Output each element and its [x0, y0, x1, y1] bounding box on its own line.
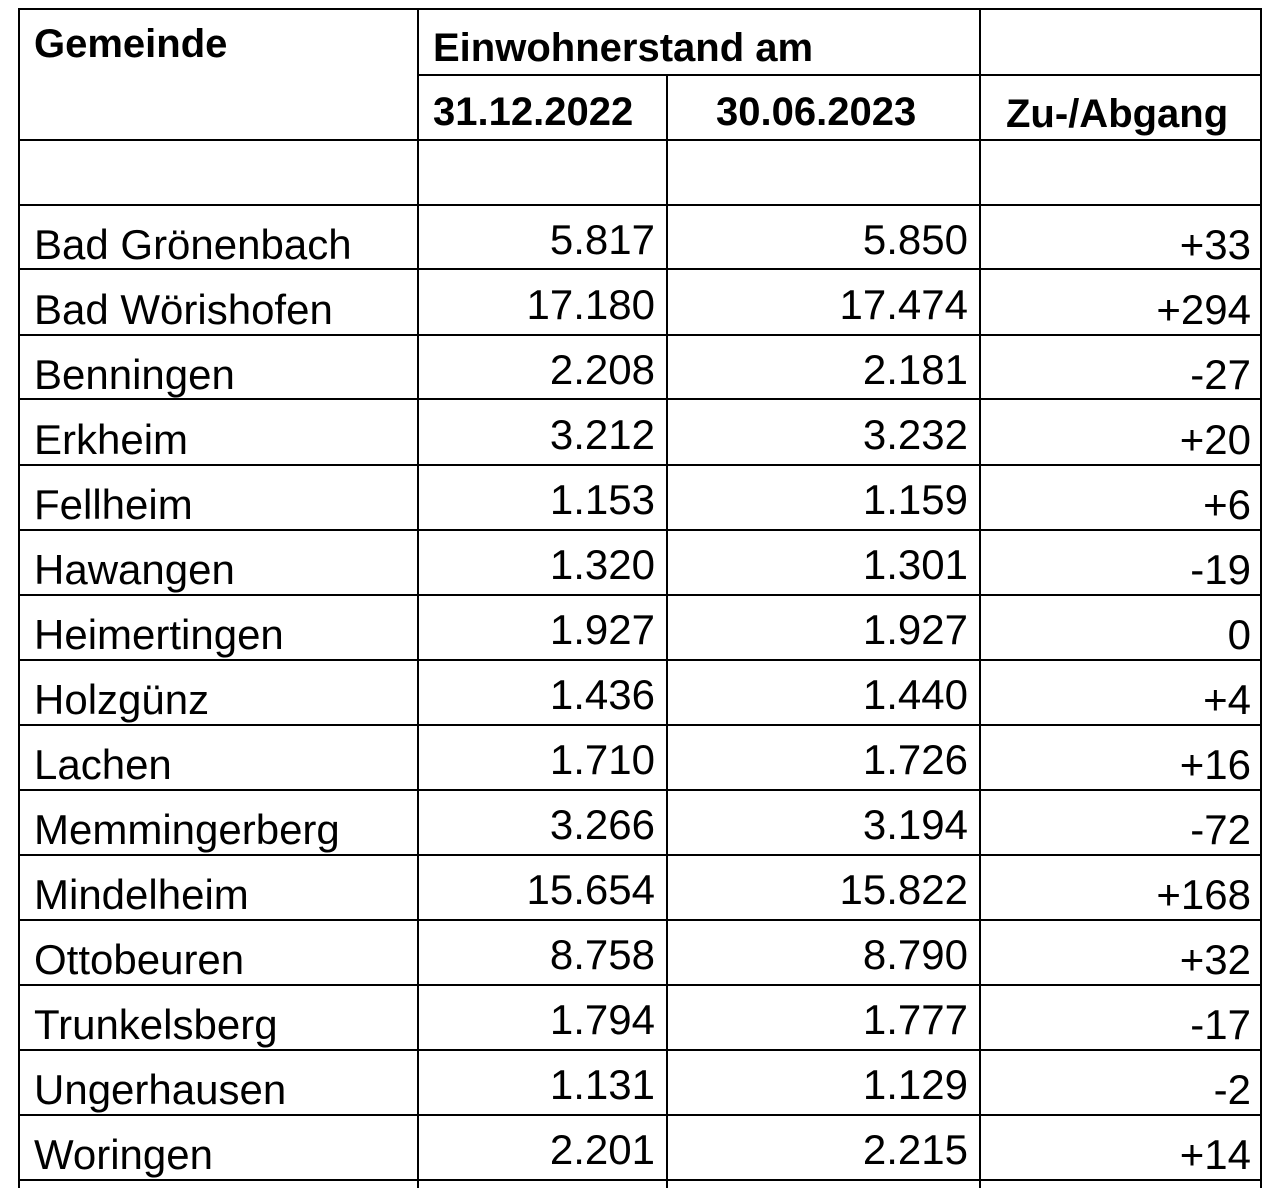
population-2023: 1.301: [862, 541, 968, 588]
population-change: +14: [1179, 1131, 1251, 1178]
municipality-name: Heimertingen: [34, 611, 284, 658]
header-gemeinde: Gemeinde: [34, 22, 228, 66]
grid-line: [18, 854, 1262, 856]
population-change: +6: [1203, 481, 1251, 528]
header-date-2022: 31.12.2022: [433, 90, 634, 134]
grid-line: [18, 334, 1262, 336]
grid-line: [18, 984, 1262, 986]
grid-line: [18, 398, 1262, 400]
population-2023: 1.440: [862, 671, 968, 718]
population-2023: 15.822: [839, 866, 968, 913]
municipality-name: Benningen: [34, 351, 235, 398]
grid-line: [666, 74, 668, 1188]
municipality-name: Bad Wörishofen: [34, 286, 333, 333]
population-change: +33: [1179, 221, 1251, 268]
grid-line: [18, 139, 1262, 141]
population-change: -19: [1190, 546, 1251, 593]
population-change: +32: [1179, 936, 1251, 983]
municipality-name: Mindelheim: [34, 871, 249, 918]
grid-line: [18, 268, 1262, 270]
header-date-2023: 30.06.2023: [716, 90, 917, 134]
grid-line: [18, 464, 1262, 466]
municipality-name: Erkheim: [34, 416, 189, 463]
population-2023: 1.129: [862, 1061, 968, 1108]
municipality-name: Woringen: [34, 1131, 213, 1178]
grid-line: [1260, 8, 1262, 1188]
population-2022: 1.927: [549, 606, 655, 653]
grid-line: [18, 8, 20, 1188]
municipality-name: Memmingerberg: [34, 806, 340, 853]
municipality-name: Trunkelsberg: [34, 1001, 278, 1048]
population-2023: 1.726: [862, 736, 968, 783]
population-2022: 1.131: [549, 1061, 655, 1108]
population-change: +294: [1156, 286, 1251, 333]
population-2023: 3.232: [862, 411, 968, 458]
population-2023: 17.474: [839, 281, 968, 328]
grid-line: [18, 8, 1262, 10]
population-change: -2: [1213, 1066, 1251, 1113]
population-2022: 3.212: [549, 411, 655, 458]
population-2022: 2.208: [549, 346, 655, 393]
municipality-name: Ottobeuren: [34, 936, 245, 983]
population-2023: 8.790: [862, 931, 968, 978]
population-2023: 1.927: [862, 606, 968, 653]
grid-line: [18, 204, 1262, 206]
header-change: Zu-/Abgang: [1006, 92, 1229, 136]
population-2023: 2.181: [862, 346, 968, 393]
municipality-name: Hawangen: [34, 546, 235, 593]
population-change: 0: [1227, 611, 1251, 658]
population-change: +168: [1156, 871, 1251, 918]
municipality-name: Holzgünz: [34, 676, 210, 723]
population-2022: 17.180: [526, 281, 655, 328]
population-2022: 3.266: [549, 801, 655, 848]
grid-line: [18, 659, 1262, 661]
grid-line: [417, 8, 419, 1188]
grid-line: [18, 789, 1262, 791]
grid-line: [18, 1114, 1262, 1116]
population-2022: 1.320: [549, 541, 655, 588]
grid-line: [979, 8, 981, 1188]
population-2023: 1.159: [862, 476, 968, 523]
grid-line: [18, 1179, 1262, 1181]
grid-line: [18, 594, 1262, 596]
population-change: -72: [1190, 806, 1251, 853]
population-change: -27: [1190, 351, 1251, 398]
population-2022: 1.794: [549, 996, 655, 1043]
population-2022: 8.758: [549, 931, 655, 978]
grid-line: [18, 529, 1262, 531]
municipality-name: Ungerhausen: [34, 1066, 287, 1113]
grid-line: [18, 1049, 1262, 1051]
population-2023: 5.850: [862, 216, 968, 263]
population-2022: 1.153: [549, 476, 655, 523]
population-2022: 1.710: [549, 736, 655, 783]
grid-line: [18, 919, 1262, 921]
grid-line: [18, 724, 1262, 726]
population-change: +20: [1179, 416, 1251, 463]
population-2023: 3.194: [862, 801, 968, 848]
population-change: +4: [1203, 676, 1251, 723]
population-2022: 2.201: [549, 1126, 655, 1173]
population-change: +16: [1179, 741, 1251, 788]
municipality-name: Lachen: [34, 741, 172, 788]
municipality-name: Fellheim: [34, 481, 193, 528]
municipality-name: Bad Grönenbach: [34, 221, 352, 268]
header-einwohnerstand: Einwohnerstand am: [433, 26, 814, 70]
population-change: -17: [1190, 1001, 1251, 1048]
population-2023: 1.777: [862, 996, 968, 1043]
population-2022: 15.654: [526, 866, 655, 913]
population-2022: 1.436: [549, 671, 655, 718]
population-2023: 2.215: [862, 1126, 968, 1173]
grid-line: [417, 74, 1262, 76]
population-2022: 5.817: [549, 216, 655, 263]
